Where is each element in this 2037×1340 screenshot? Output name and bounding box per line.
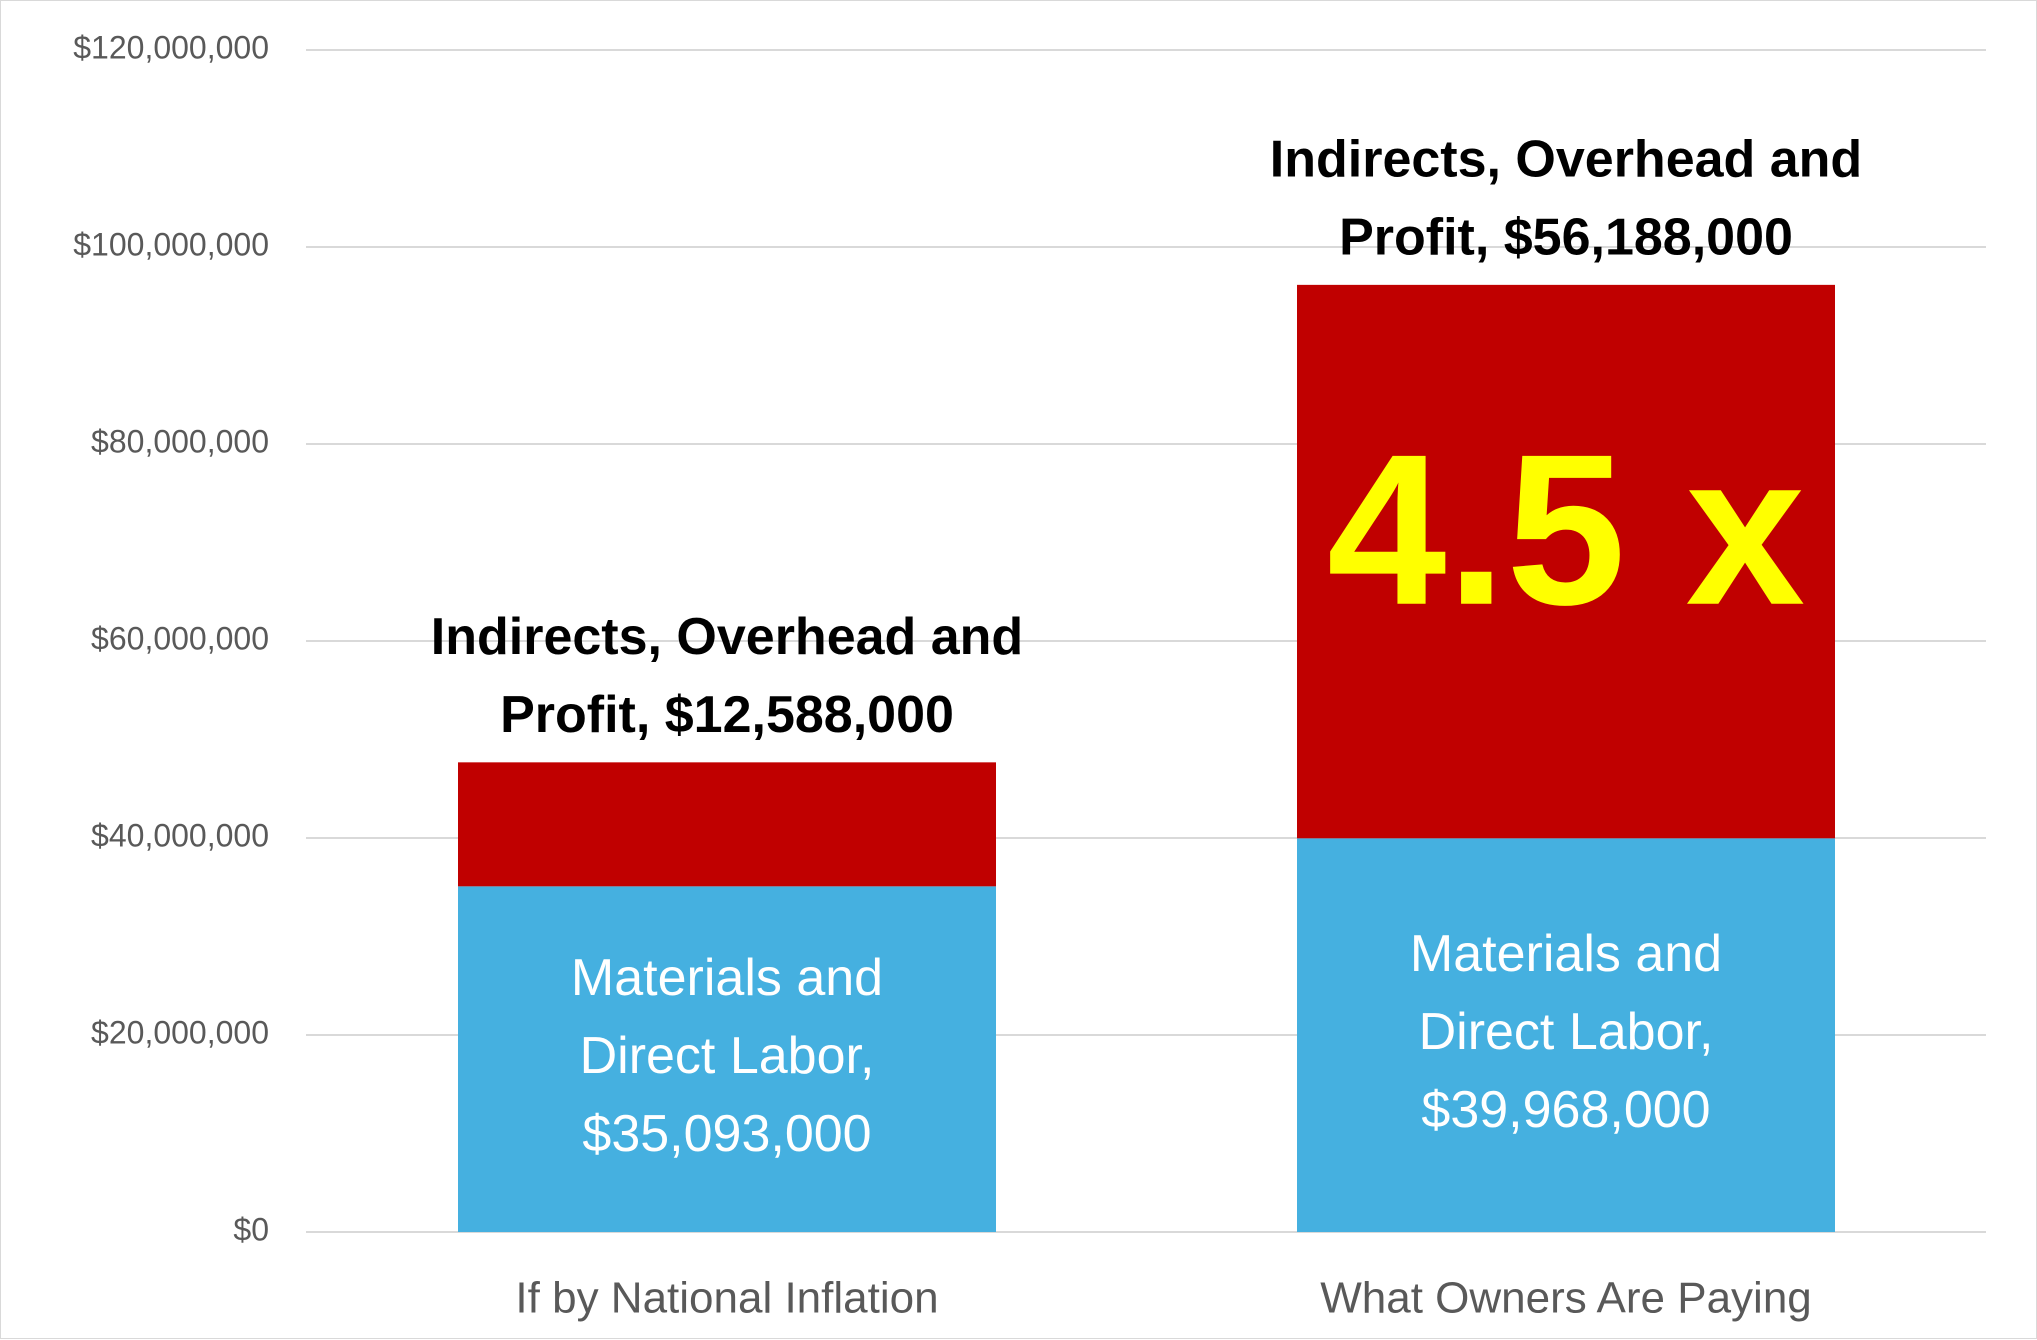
data-label: Profit, $56,188,000: [1339, 209, 1793, 267]
y-tick-label: $80,000,000: [91, 423, 269, 459]
data-label: $39,968,000: [1421, 1081, 1710, 1139]
bar-segment: [458, 762, 996, 887]
data-label: Materials and: [1410, 925, 1722, 983]
data-label: $35,093,000: [582, 1105, 871, 1163]
bar-segment: [1297, 284, 1835, 839]
data-label: Indirects, Overhead and: [431, 608, 1023, 666]
x-category-label: What Owners Are Paying: [1320, 1274, 1812, 1323]
bar-segment: [1297, 838, 1835, 1232]
data-label: Direct Labor,: [1419, 1003, 1714, 1061]
y-tick-label: $100,000,000: [73, 226, 269, 262]
y-tick-label: $20,000,000: [91, 1014, 269, 1050]
data-label: Materials and: [571, 949, 883, 1007]
x-category-label: If by National Inflation: [515, 1274, 938, 1323]
y-tick-label: $60,000,000: [91, 620, 269, 656]
data-label: Indirects, Overhead and: [1270, 131, 1862, 189]
y-tick-label: $40,000,000: [91, 817, 269, 853]
y-tick-label: $120,000,000: [73, 29, 269, 65]
data-label: Direct Labor,: [580, 1027, 875, 1085]
bar-segment: [458, 886, 996, 1232]
y-tick-label: $0: [233, 1211, 269, 1247]
multiplier-annotation: 4.5 x: [1327, 409, 1805, 650]
data-label: Profit, $12,588,000: [500, 686, 954, 744]
